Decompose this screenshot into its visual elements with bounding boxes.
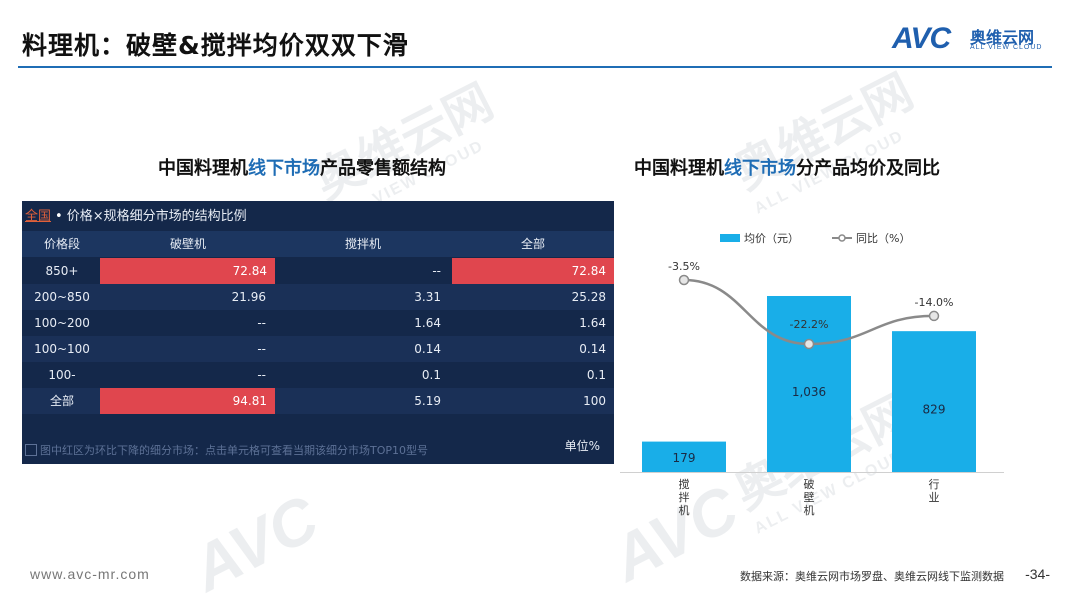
legend-line-label: 同比（%） [856,232,910,245]
table-cell[interactable]: -- [257,368,266,382]
category-label-char: 业 [929,491,940,504]
category-label-char: 拌 [679,490,690,504]
table-row: 850+ 72.84 -- 72.84 [22,258,614,284]
panel-header: 全国 • 价格×规格细分市场的结构比例 [25,209,247,224]
yoy-value-label: -14.0% [915,296,954,309]
column-header: 搅拌机 [344,237,381,251]
table-cell[interactable]: 3.31 [414,290,441,304]
category-label-char: 机 [804,503,815,517]
bar-0 [642,441,726,472]
structure-table-panel: 全国 • 价格×规格细分市场的结构比例 价格段 破壁机 搅拌机 全部 850+ 72… [22,201,614,464]
price-yoy-chart: 均价（元） 同比（%） 179 1,036 829 -3.5% -22.2% -14.0%… [620,232,1004,517]
logo-en-text: ALL VIEW CLOUD [970,44,1043,51]
category-label-char: 破 [804,477,815,491]
chart-legend: 均价（元） 同比（%） [720,232,910,245]
category-label-char: 机 [679,503,690,517]
category-label-char: 搅 [679,477,690,491]
table-row: 全部 94.81 5.19 100 [22,388,614,414]
avc-logo: AVC 奥维云网 ALL VIEW CLOUD [892,22,1052,58]
row-label: 100- [48,368,76,382]
logo-cn-text: 奥维云网 [970,28,1035,47]
legend-line-marker [838,234,846,242]
table-cell[interactable]: -- [257,316,266,330]
panel-note: 图中红区为环比下降的细分市场：点击单元格可查看当期该细分市场TOP10型号 [25,442,428,458]
logo-avc-text: AVC [892,22,951,55]
table-cell[interactable]: 1.64 [414,316,441,330]
legend-bar-label: 均价（元） [744,232,799,245]
yoy-point-2 [928,310,940,322]
category-label-char: 行 [929,478,940,491]
left-section-title: 中国料理机线下市场产品零售额结构 [158,158,446,179]
bar-2 [892,331,976,472]
panel-caption: 价格×规格细分市场的结构比例 [66,209,247,224]
table-cell[interactable]: 0.1 [586,368,606,382]
page-number: -34- [1025,566,1050,582]
watermark: AVC [180,481,330,606]
yoy-value-label: -22.2% [790,318,829,331]
table-cell[interactable]: 0.14 [579,342,606,356]
right-section-title: 中国料理机线下市场分产品均价及同比 [634,158,940,179]
table-row: 100~100 -- 0.14 0.14 [22,336,614,362]
table-header-row: 价格段 破壁机 搅拌机 全部 [22,231,614,257]
table-row: 100~200 -- 1.64 1.64 [22,310,614,336]
column-header: 全部 [520,237,545,251]
table-cell[interactable]: 5.19 [414,394,441,408]
yoy-value-label: -3.5% [668,260,700,273]
footer-url: www.avc-mr.com [30,566,150,582]
table-cell[interactable]: 100 [583,394,606,408]
line-series: -3.5% -22.2% -14.0% [668,260,954,350]
table-row: 100- -- 0.1 0.1 [22,362,614,388]
yoy-point-1 [803,338,815,350]
table-cell[interactable]: 94.81 [100,388,275,414]
legend-bar-swatch [720,234,740,242]
table-cell[interactable]: 72.84 [452,258,614,284]
table-row: 200~850 21.96 3.31 25.28 [22,284,614,310]
column-header: 价格段 [43,237,80,251]
title-divider [18,66,1052,68]
yoy-point-0 [678,274,690,286]
table-cell[interactable]: 72.84 [100,258,275,284]
info-icon [25,444,37,456]
bar-value-label: 179 [673,451,696,465]
table-cell[interactable]: 0.14 [414,342,441,356]
row-label: 全部 [49,394,74,408]
table-cell[interactable]: 0.1 [421,368,441,382]
bar-value-label: 829 [923,403,946,417]
table-cell[interactable]: -- [257,342,266,356]
table-cell[interactable]: 1.64 [579,316,606,330]
row-label: 100~200 [34,316,90,330]
table-cell[interactable]: -- [432,264,441,278]
bar-1 [767,296,851,472]
category-label-char: 壁 [804,490,815,504]
column-header: 破壁机 [169,237,206,251]
data-source: 数据来源：奥维云网市场罗盘、奥维云网线下监测数据 [740,570,1004,583]
table-cell[interactable]: 21.96 [231,290,266,304]
table-cell[interactable]: 25.28 [571,290,606,304]
bar-value-label: 1,036 [792,385,826,399]
scope-link[interactable]: 全国 [25,209,52,224]
unit-label: 单位% [564,439,600,453]
row-label: 200~850 [34,290,90,304]
watermark: 奥维云网 ALL VIEW CLOUD [725,63,922,218]
row-label: 100~100 [34,342,90,356]
page-title: 料理机：破壁&搅拌均价双双下滑 [22,31,409,60]
row-label: 850+ [45,264,79,278]
bar-series: 179 1,036 829 [642,296,976,472]
